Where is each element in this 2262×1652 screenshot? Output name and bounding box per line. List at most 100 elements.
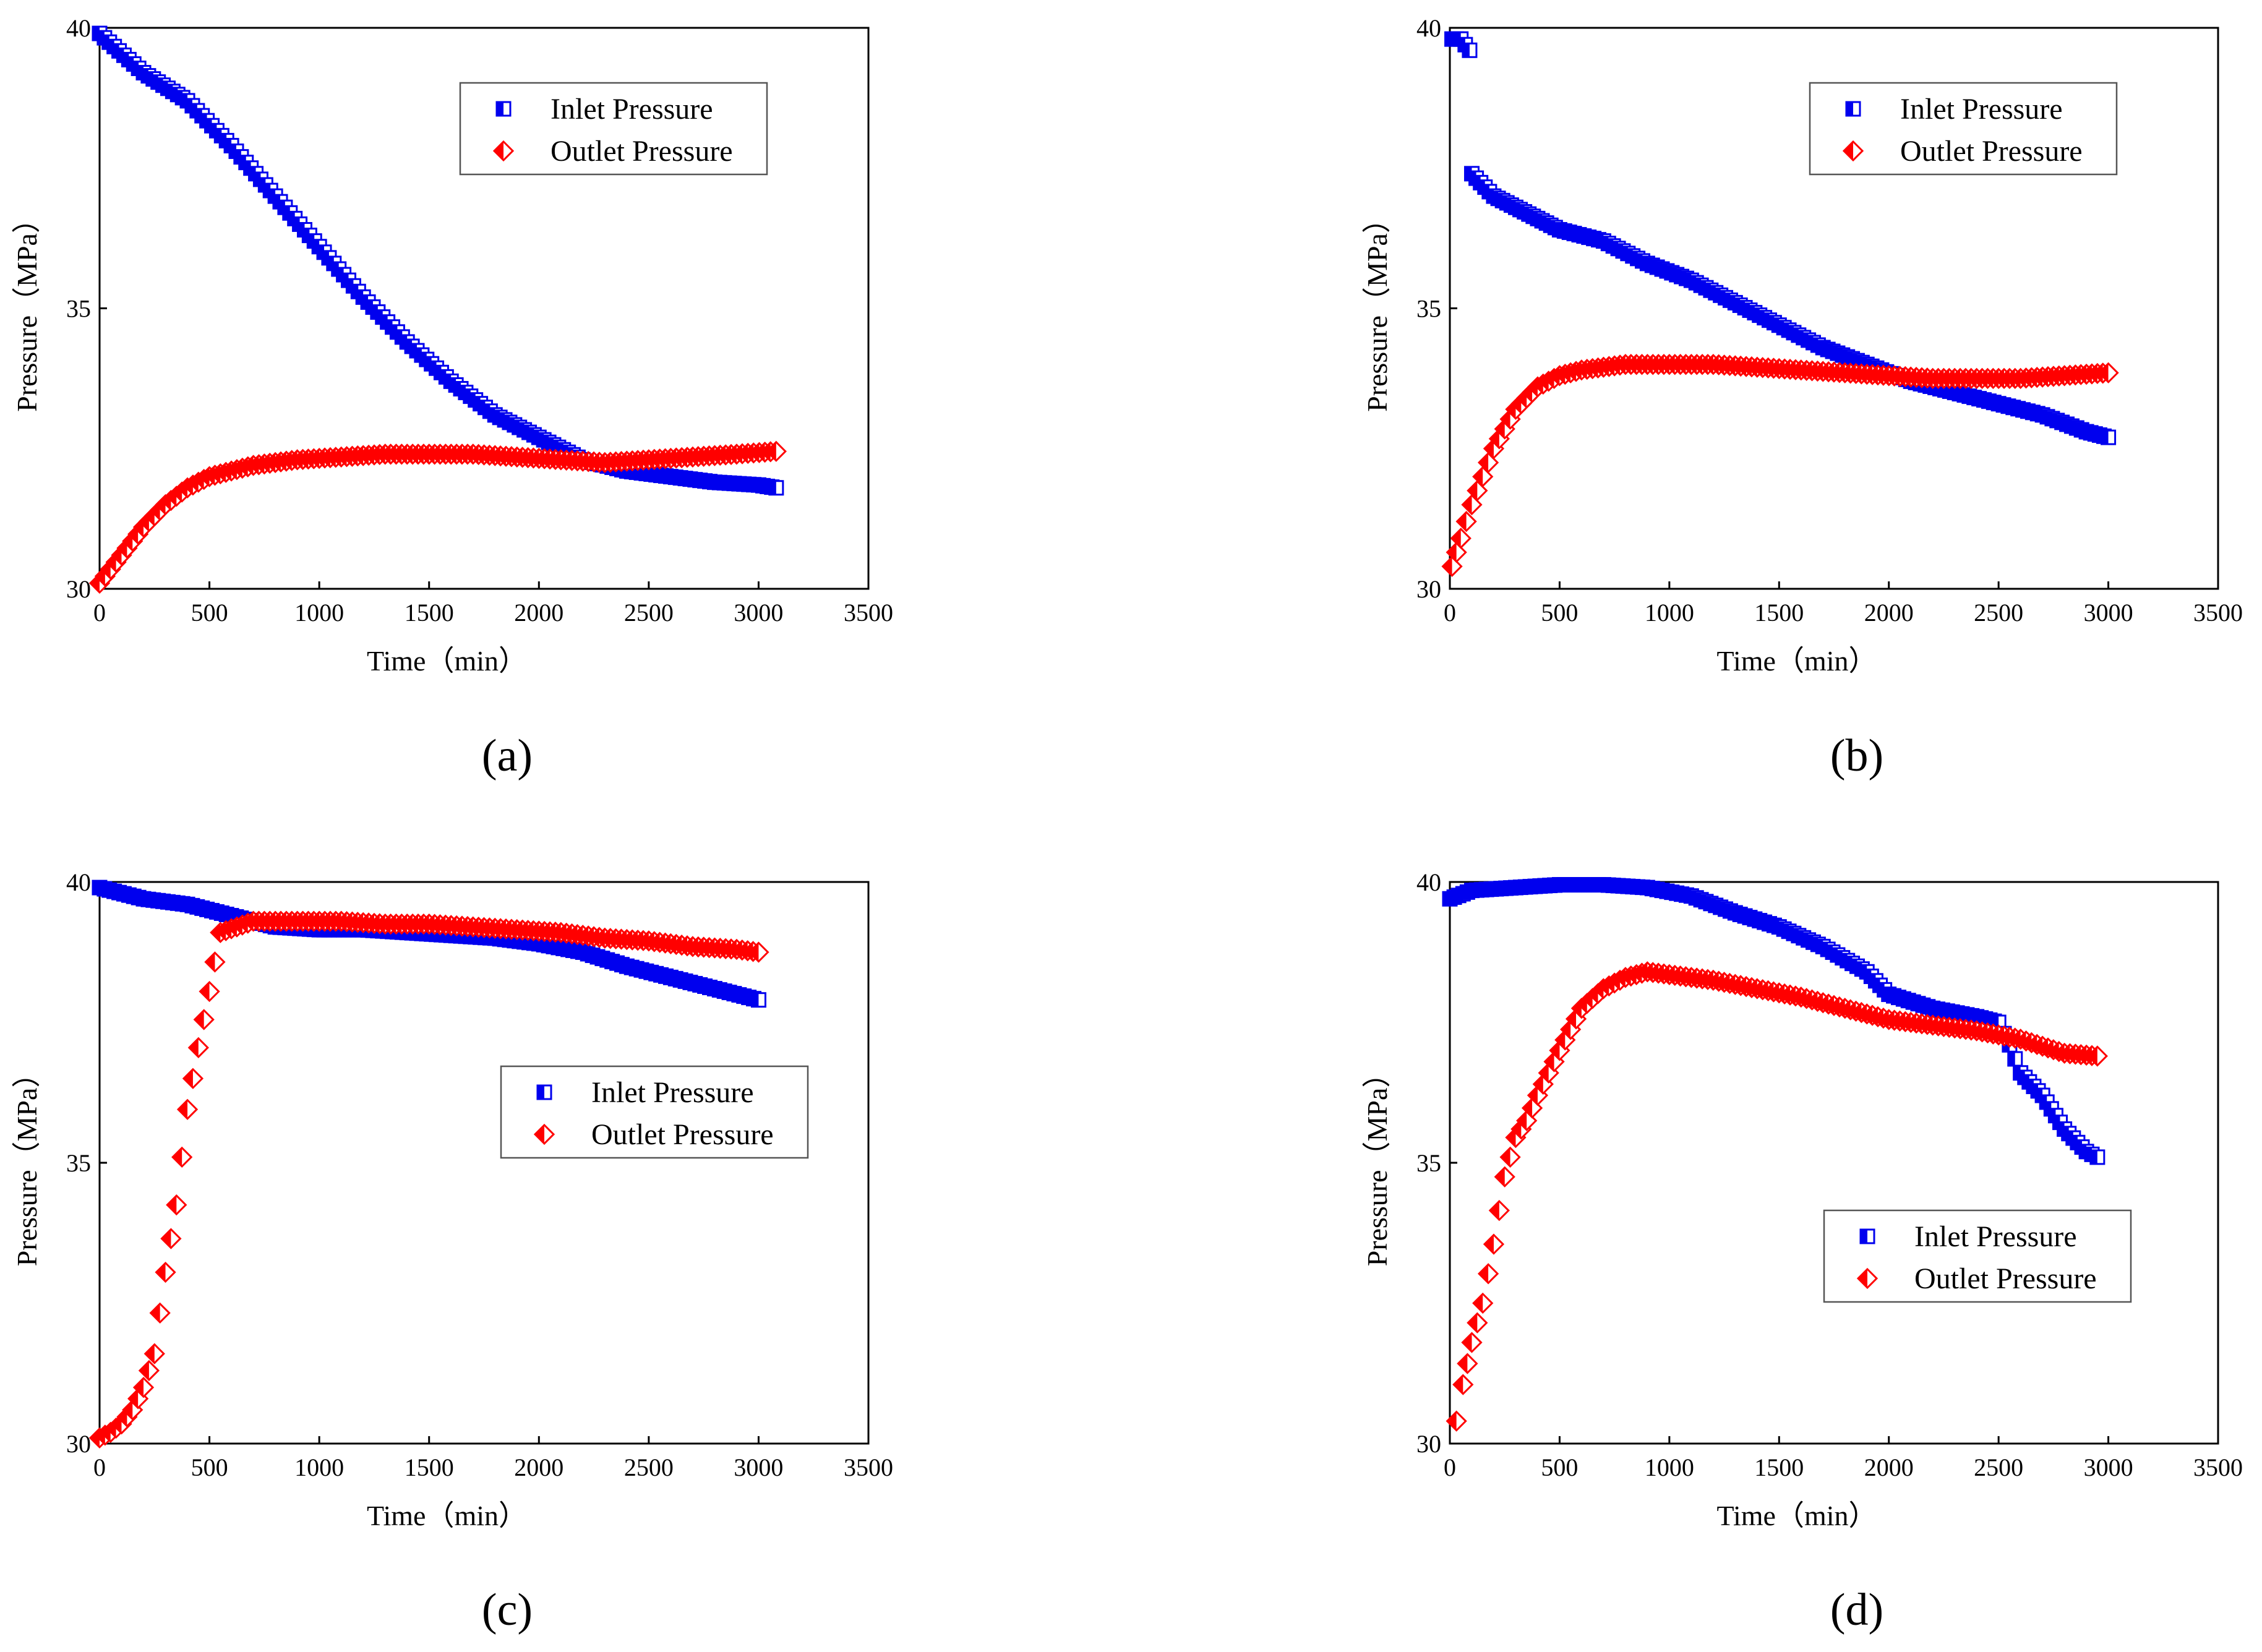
x-tick-label: 3000 [734, 1453, 783, 1481]
x-tick-label: 1000 [1645, 599, 1694, 627]
outlet-pressure-point [187, 1037, 209, 1058]
outlet-pressure-point [765, 440, 787, 462]
x-axis-title: Time（min） [1716, 645, 1877, 677]
outlet-pressure-point [204, 951, 226, 973]
outlet-pressure-point [748, 941, 769, 963]
outlet-pressure-point [155, 1261, 176, 1283]
outlet-pressure-point [1457, 1353, 1478, 1374]
outlet-pressure-point [1477, 452, 1499, 474]
x-tick-label: 1000 [1645, 1453, 1694, 1481]
legend-inlet-marker [536, 1084, 552, 1100]
legend-box [500, 1065, 809, 1159]
x-tick-label: 0 [1444, 1453, 1456, 1481]
legend-box [1809, 82, 2118, 176]
outlet-pressure-point [1472, 1292, 1494, 1314]
outlet-pressure-point [182, 1068, 204, 1089]
outlet-pressure-point [166, 1194, 187, 1216]
y-tick-label: 35 [1416, 1149, 1441, 1177]
y-tick-label: 30 [66, 1430, 91, 1458]
legend-inlet-marker [1845, 101, 1861, 117]
y-axis-title: Pressure（MPa） [1361, 205, 1393, 412]
x-tick-label: 500 [191, 1453, 228, 1481]
inlet-pressure-point [1462, 42, 1478, 58]
outlet-pressure-point [171, 1146, 193, 1168]
legend-box [459, 82, 768, 176]
outlet-pressure-point [149, 1302, 171, 1324]
y-tick-label: 30 [1416, 1430, 1441, 1458]
legend-outlet-marker [492, 140, 515, 162]
panel-c: 0 500 1000 1500 2000 2500 3000 3500 30 35 40 Time（m… [11, 868, 893, 1531]
y-tick-label: 40 [1416, 14, 1441, 42]
panel-label-d: (d) [1830, 1585, 1883, 1635]
x-tick-label: 1500 [1754, 599, 1804, 627]
x-tick-label: 1500 [1754, 1453, 1804, 1481]
x-tick-label: 500 [191, 599, 228, 627]
x-tick-label: 2500 [1974, 1453, 2023, 1481]
legend-outlet-label: Outlet Pressure [1900, 135, 2083, 168]
legend-box [1823, 1209, 2132, 1303]
x-tick-label: 1500 [405, 599, 454, 627]
outlet-pressure-point [1488, 1200, 1510, 1222]
legend-inlet-label: Inlet Pressure [1900, 93, 2063, 126]
y-tick-label: 35 [66, 295, 91, 323]
y-tick-label: 30 [66, 575, 91, 603]
x-axis-title: Time（min） [1716, 1500, 1877, 1531]
legend: Inlet Pressure Outlet Pressure [1823, 1209, 2132, 1303]
outlet-pressure-point [1461, 494, 1483, 516]
x-axis-title: Time（min） [367, 1500, 527, 1531]
x-tick-label: 0 [1444, 599, 1456, 627]
x-tick-label: 0 [93, 599, 106, 627]
x-tick-label: 3500 [2193, 1453, 2243, 1481]
y-axis-title: Pressure（MPa） [11, 1059, 43, 1267]
x-tick-label: 500 [1541, 1453, 1578, 1481]
legend: Inlet Pressure Outlet Pressure [500, 1065, 809, 1159]
x-tick-label: 0 [93, 1453, 106, 1481]
x-tick-label: 2000 [1864, 599, 1914, 627]
legend: Inlet Pressure Outlet Pressure [1809, 82, 2118, 176]
outlet-pressure-point [1499, 1146, 1521, 1168]
outlet-pressure-point [2097, 362, 2119, 383]
legend-inlet-label: Inlet Pressure [591, 1076, 754, 1109]
panel-b: 0 500 1000 1500 2000 2500 3000 3500 30 35 40 Time（m… [1361, 14, 2243, 677]
inlet-pressure-point [2101, 429, 2117, 445]
inlet-pressure-point [2007, 1051, 2023, 1067]
panel-d: 0 500 1000 1500 2000 2500 3000 3500 30 35 40 Time（m… [1361, 868, 2243, 1531]
panel-a: 0 500 1000 1500 2000 2500 3000 3500 30 35 40 Time（m… [11, 14, 893, 677]
x-tick-label: 3500 [844, 1453, 893, 1481]
outlet-pressure-point [138, 1359, 160, 1382]
outlet-pressure-point [1446, 1410, 1467, 1432]
x-tick-label: 3500 [844, 599, 893, 627]
y-tick-label: 35 [66, 1149, 91, 1177]
x-tick-label: 3000 [2084, 599, 2133, 627]
panel-label-b: (b) [1830, 730, 1883, 781]
x-tick-label: 3000 [2084, 1453, 2133, 1481]
inlet-pressure-point [768, 480, 784, 496]
outlet-pressure-point [199, 980, 220, 1003]
inlet-pressure-point [2089, 1149, 2106, 1165]
outlet-pressure-point [1450, 528, 1472, 549]
x-tick-label: 2000 [1864, 1453, 1914, 1481]
outlet-pressure-point [144, 1343, 165, 1364]
legend-inlet-marker [495, 101, 512, 117]
x-tick-label: 2500 [624, 1453, 674, 1481]
legend-inlet-label: Inlet Pressure [551, 93, 713, 126]
legend-inlet-label: Inlet Pressure [1914, 1220, 2077, 1253]
y-tick-label: 35 [1416, 295, 1441, 323]
outlet-pressure-point [1452, 1374, 1474, 1395]
outlet-pressure-point [1461, 1332, 1483, 1353]
outlet-pressure-point [176, 1098, 199, 1120]
outlet-pressure-point [2086, 1045, 2108, 1067]
x-tick-label: 2500 [1974, 599, 2023, 627]
y-tick-label: 40 [66, 868, 91, 896]
legend-outlet-marker [1842, 140, 1864, 162]
legend-outlet-marker [1856, 1267, 1879, 1290]
x-tick-label: 2000 [514, 599, 563, 627]
outlet-pressure-point [1455, 511, 1477, 533]
panel-label-a: (a) [482, 730, 533, 781]
y-tick-label: 40 [66, 14, 91, 42]
legend-outlet-marker [533, 1123, 555, 1145]
legend-outlet-label: Outlet Pressure [551, 135, 733, 168]
x-tick-label: 500 [1541, 599, 1578, 627]
legend-inlet-marker [1859, 1228, 1875, 1244]
